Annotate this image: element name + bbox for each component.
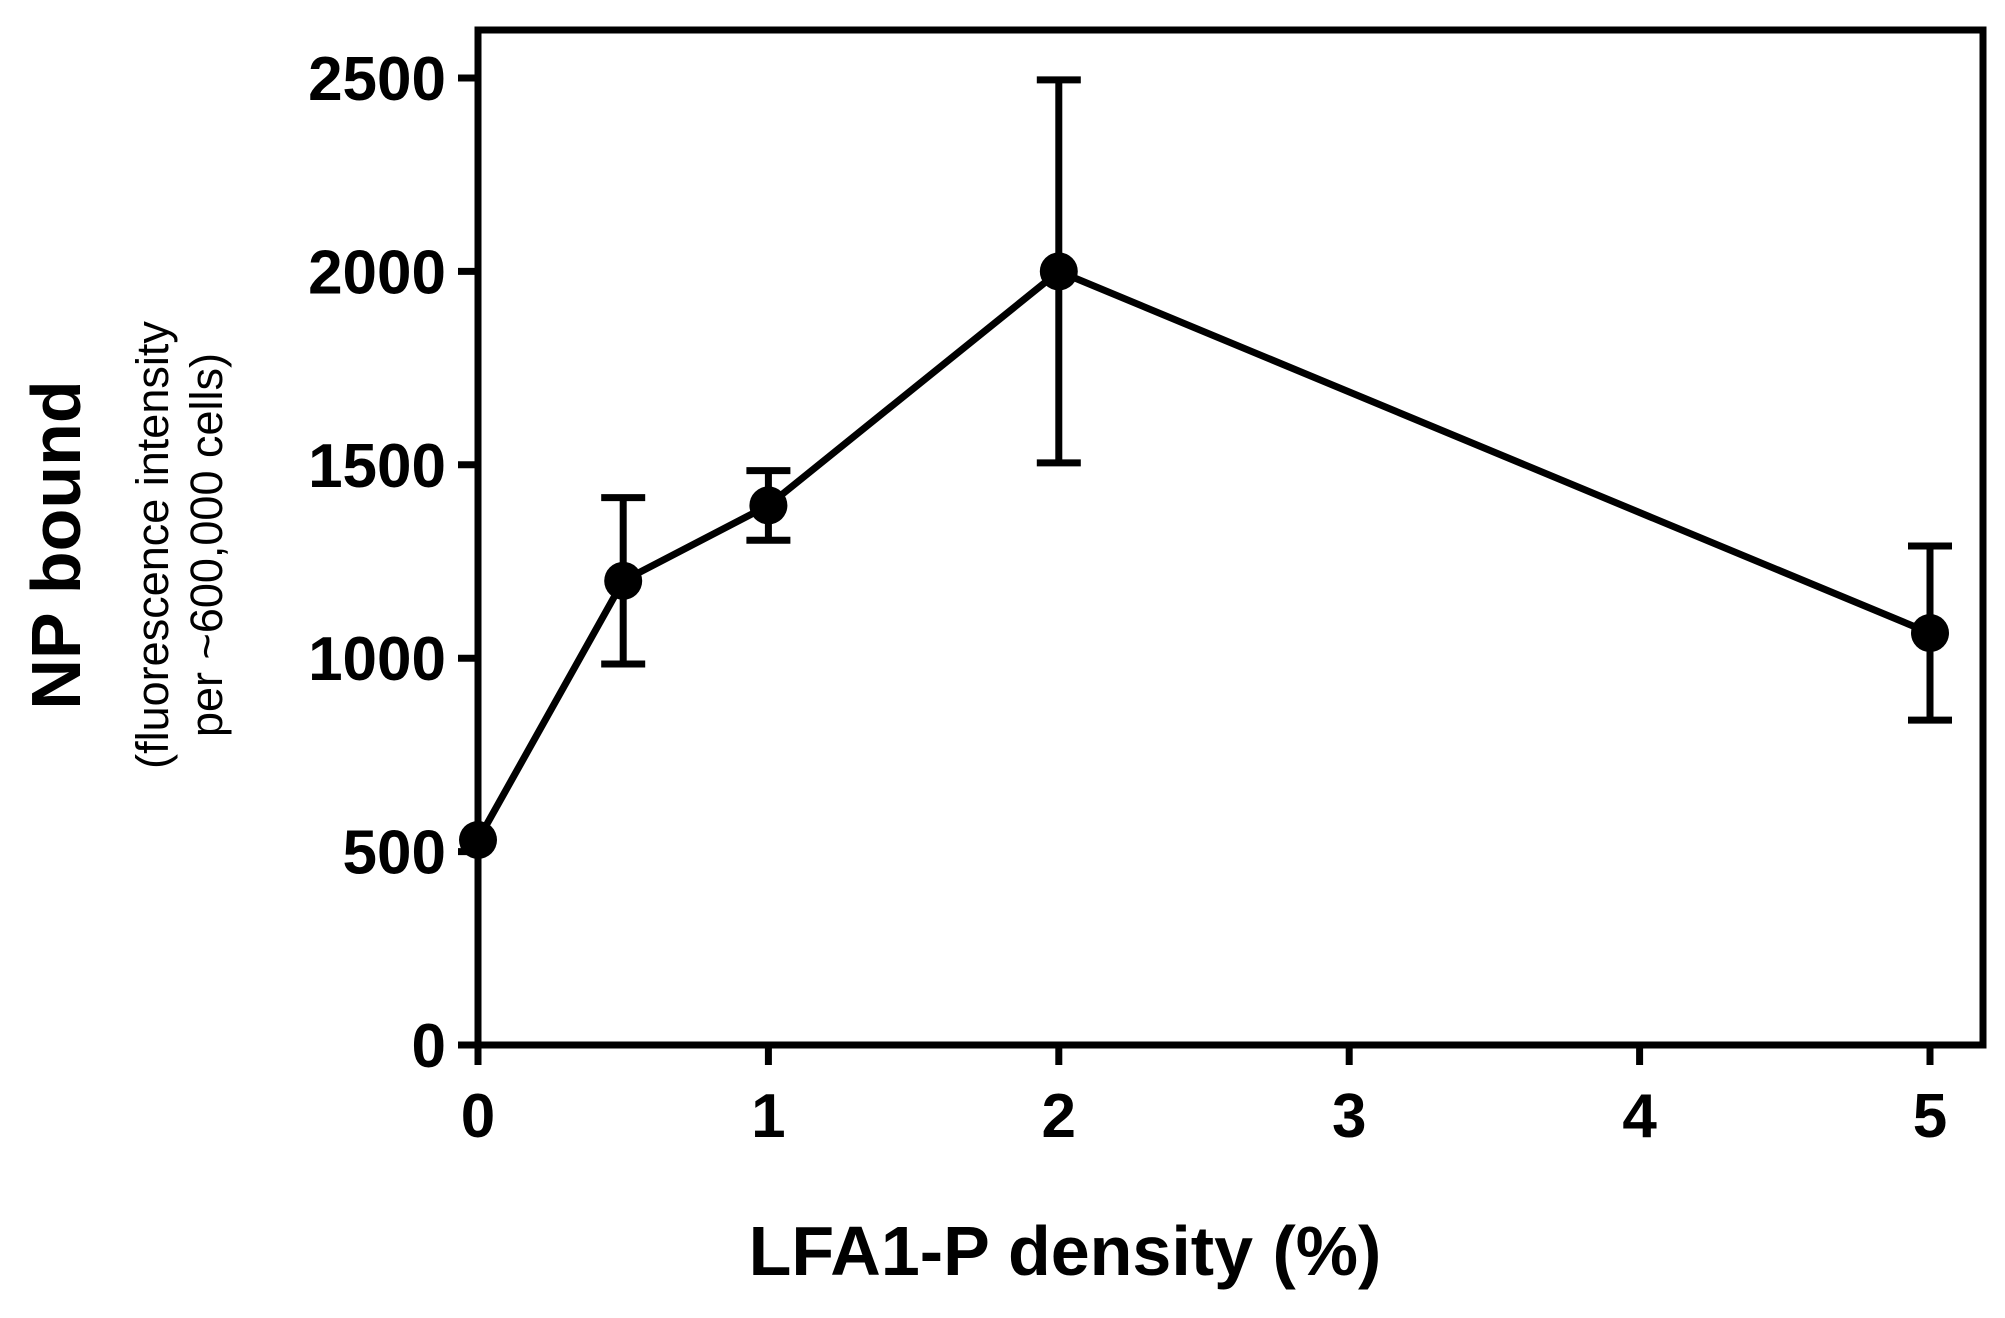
y-tick-label: 1500 bbox=[308, 432, 446, 501]
y-axis-title: NP bound bbox=[17, 380, 95, 709]
data-points bbox=[459, 252, 1949, 859]
data-point bbox=[1039, 252, 1078, 291]
x-tick-label: 1 bbox=[751, 1082, 785, 1151]
axis-ticks: 0 500 1000 1500 2000 2500 0 1 2 3 4 5 bbox=[308, 45, 1947, 1151]
data-line-layer bbox=[474, 267, 1932, 842]
y-axis-title-group: NP bound bbox=[17, 380, 95, 709]
y-tick-label: 2500 bbox=[308, 45, 446, 114]
data-point bbox=[749, 486, 788, 525]
plot-frame bbox=[474, 26, 1987, 1049]
y-tick-label: 2000 bbox=[308, 238, 446, 307]
data-point bbox=[1911, 614, 1949, 653]
y-tick-label: 0 bbox=[412, 1012, 446, 1081]
plot-area bbox=[474, 26, 1987, 1049]
y-tick-label: 500 bbox=[343, 819, 446, 888]
data-line bbox=[474, 267, 1932, 842]
x-tick-label: 5 bbox=[1913, 1082, 1947, 1151]
x-tick-label: 4 bbox=[1622, 1082, 1657, 1151]
x-tick-label: 0 bbox=[461, 1082, 495, 1151]
error-bars bbox=[601, 76, 1952, 724]
data-point bbox=[604, 561, 643, 600]
y-tick-label: 1000 bbox=[308, 625, 446, 694]
y-axis-subtitle-line-2: per ~600,000 cells) bbox=[181, 353, 232, 737]
x-tick-label: 3 bbox=[1332, 1082, 1366, 1151]
data-point bbox=[459, 820, 497, 859]
y-axis-subtitle-line-1: (fluorescence intensity bbox=[127, 321, 178, 769]
x-axis-title: LFA1-P density (%) bbox=[749, 1212, 1382, 1290]
x-tick-label: 2 bbox=[1042, 1082, 1076, 1151]
y-axis-subtitle-group: (fluorescence intensity per ~600,000 cel… bbox=[127, 321, 232, 769]
